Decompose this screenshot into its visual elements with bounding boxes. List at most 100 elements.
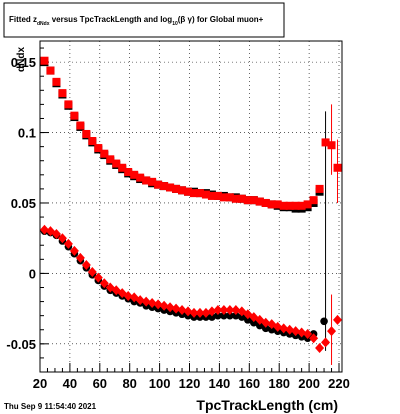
data-point [195,307,205,318]
chart-title: Fitted zdNdx versus TpcTrackLength and l… [9,15,264,27]
data-point [52,77,61,86]
data-point [160,182,169,191]
data-point [88,137,97,146]
x-tick-label: 140 [209,376,231,391]
data-point [273,200,282,209]
data-point [333,163,342,172]
data-point [112,159,121,168]
data-point [87,266,97,277]
data-point [153,299,163,310]
data-point [99,278,109,289]
y-tick-label: -0.05 [6,337,36,352]
data-point [244,316,252,324]
data-point [58,89,67,98]
data-point [225,193,234,202]
data-point [141,296,151,307]
data-point [243,196,252,205]
data-point [267,200,276,209]
data-point [100,149,109,158]
data-point [165,302,175,313]
data-point [106,155,115,164]
data-point [39,224,49,235]
data-point [81,259,91,270]
data-point [207,306,217,317]
data-point [40,56,49,65]
data-point [70,111,79,120]
data-point [214,311,222,320]
data-point [136,173,145,182]
data-point [303,200,312,209]
timestamp: Thu Sep 9 11:54:40 2021 [4,402,97,411]
data-point [201,307,211,318]
data-point [291,326,301,337]
data-point [309,196,318,205]
data-point [285,201,294,210]
x-tick-label: 100 [149,376,171,391]
data-point [46,66,55,75]
data-point [309,333,319,344]
x-tick-label: 40 [63,376,77,391]
x-axis-title: TpcTrackLength (cm) [196,397,338,413]
data-point [166,183,175,192]
data-point [255,197,264,206]
x-tick-labels: 20 40 60 80 100 120 140 160 180 200 220 [33,376,350,391]
data-point [171,303,181,314]
data-point [178,186,187,195]
data-point [232,311,240,320]
data-point [226,311,234,320]
data-point [172,184,181,193]
data-point [297,327,307,338]
data-point [219,193,228,202]
data-point [237,194,246,203]
data-point [327,141,336,150]
data-point [333,314,343,325]
data-point [195,189,204,198]
data-point [273,321,283,332]
data-markers [39,56,343,354]
data-point [249,196,258,205]
data-point [207,191,216,200]
x-tick-label: 120 [179,376,201,391]
data-point [249,318,258,327]
data-point [123,290,133,301]
data-point [75,252,85,263]
data-point [159,300,169,311]
data-point [201,190,210,199]
y-axis-title: dNdx [16,47,27,72]
data-point [184,187,193,196]
data-point [57,233,67,244]
data-point [285,324,295,335]
data-point [220,311,228,320]
x-tick-label: 20 [33,376,47,391]
data-point [327,326,337,337]
data-point [267,325,276,334]
data-point [64,100,73,109]
data-point [303,328,313,339]
x-tick-label: 160 [238,376,260,391]
y-tick-label: 0 [29,266,36,281]
data-point [154,180,163,189]
data-point [82,129,91,138]
data-point [291,201,300,210]
data-point [148,177,157,186]
data-point [261,198,270,207]
data-point [261,324,270,333]
x-tick-label: 60 [93,376,107,391]
data-point [189,189,198,198]
data-point [297,201,306,210]
data-point [225,305,235,316]
data-point [118,163,127,172]
y-tick-labels: -0.05 0 0.05 0.1 0.15 [6,55,36,352]
data-point [238,313,246,321]
data-point [255,321,264,330]
x-tick-label: 200 [298,376,320,391]
data-point [320,317,328,326]
y-tick-label: 0.05 [11,196,36,211]
data-point [231,194,240,203]
x-tick-label: 180 [268,376,290,391]
data-point [124,167,133,176]
y-tick-label: 0.1 [18,126,36,141]
data-point [76,121,85,130]
data-point [94,144,103,153]
